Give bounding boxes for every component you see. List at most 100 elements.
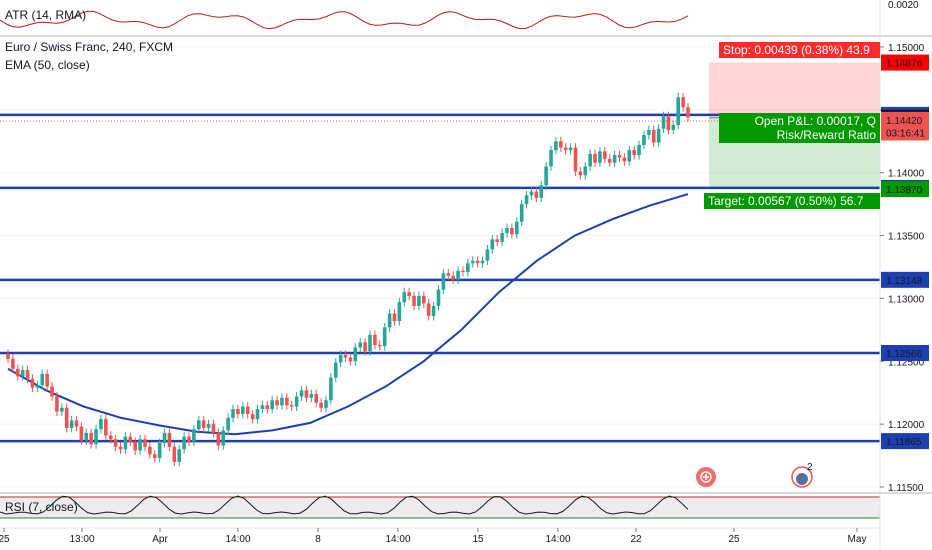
candle-body <box>333 362 338 378</box>
time-tick-label: 14:00 <box>545 534 570 545</box>
candle-body <box>260 405 265 410</box>
candle-body <box>45 373 49 387</box>
candle-body <box>514 221 519 235</box>
candle-body <box>104 419 108 436</box>
candle-body <box>285 397 289 406</box>
candle-body <box>485 249 490 261</box>
candle-body <box>152 454 157 459</box>
candle-body <box>6 353 10 359</box>
price-tick-label: 1.13500 <box>888 232 925 243</box>
candle-body <box>74 420 79 427</box>
candle-body <box>407 292 411 296</box>
candle-body <box>539 185 544 198</box>
candle-body <box>329 377 333 401</box>
candle-body <box>490 239 495 250</box>
time-tick-label: 15 <box>472 534 484 545</box>
candle-body <box>60 407 64 412</box>
candle-body <box>148 446 152 455</box>
candle-body <box>319 402 323 408</box>
stop-label: Stop: 0.00439 (0.38%) 43.9 <box>719 42 880 58</box>
candle-body <box>133 441 137 451</box>
candle-body <box>50 386 54 397</box>
candle-body <box>64 407 69 428</box>
pnl-box: Open P&L: 0.00017, Q Risk/Reward Ratio <box>719 113 880 143</box>
candle-body <box>245 406 250 415</box>
ema-legend: EMA (50, close) <box>5 58 90 72</box>
price-tick-label: 1.15000 <box>888 43 925 54</box>
time-tick-label: May <box>848 534 867 545</box>
time-tick-label: 25 <box>0 534 10 545</box>
candle-body <box>358 342 363 348</box>
candle-body <box>392 313 397 322</box>
rsi-band <box>0 497 880 518</box>
candle-body <box>637 145 641 156</box>
candle-body <box>30 378 35 388</box>
candle-body <box>578 171 583 176</box>
candle-body <box>40 373 45 386</box>
rr-label: Risk/Reward Ratio <box>776 128 876 142</box>
candle-body <box>402 292 407 303</box>
candle-body <box>314 393 319 403</box>
candle-body <box>177 449 182 462</box>
price-badge-label: 1.13148 <box>886 276 923 287</box>
candle-body <box>128 436 133 442</box>
candle-body <box>299 390 304 397</box>
price-tick-label: 1.11500 <box>888 483 924 494</box>
candle-body <box>397 302 402 322</box>
price-labels: 1.148761.144601.144371.1442003:16:411.13… <box>881 54 929 450</box>
atr-title: ATR (14, RMA) <box>5 8 87 22</box>
candle-body <box>363 342 367 352</box>
candle-body <box>89 432 93 445</box>
event-count: 2 <box>807 462 813 473</box>
candle-body <box>612 155 617 163</box>
candle-body <box>603 151 607 159</box>
candle-body <box>583 166 588 176</box>
candle-body <box>348 357 353 362</box>
candle-body <box>25 370 30 379</box>
candle-body <box>236 409 240 415</box>
candle-body <box>480 260 485 264</box>
candle-body <box>99 419 103 430</box>
ema-line <box>7 193 689 436</box>
candle-body <box>84 432 89 441</box>
price-badge <box>881 54 929 71</box>
candle-body <box>309 393 314 398</box>
candle-body <box>55 396 59 412</box>
candle-body <box>373 334 377 345</box>
atr-pane <box>0 0 880 36</box>
candle-body <box>563 147 568 151</box>
event-icon[interactable]: 2 <box>791 462 813 488</box>
price-tick-label: 1.13000 <box>888 294 925 305</box>
candle-body <box>661 116 666 129</box>
price-badge <box>881 111 929 128</box>
candle-body <box>162 432 167 443</box>
price-badge-label: 1.11865 <box>886 437 922 448</box>
candlesticks <box>6 92 690 467</box>
candle-body <box>338 355 343 363</box>
candle-body <box>143 439 147 447</box>
time-tick-label: Apr <box>152 534 168 545</box>
candle-body <box>470 260 475 264</box>
flag-icon[interactable] <box>696 467 716 487</box>
candle-body <box>500 233 504 242</box>
atr-line <box>0 10 689 30</box>
time-tick-label: 14:00 <box>385 534 410 545</box>
main-title: Euro / Swiss Franc, 240, FXCM <box>5 40 174 54</box>
time-tick-label: 8 <box>315 534 321 545</box>
candle-body <box>250 414 255 420</box>
candle-body <box>534 191 539 198</box>
candle-body <box>588 153 592 167</box>
candle-body <box>265 405 270 410</box>
candle-body <box>270 400 274 410</box>
candle-body <box>475 260 480 264</box>
candle-body <box>676 97 681 125</box>
rsi-title: RSI (7, close) <box>5 500 78 514</box>
candle-body <box>422 295 426 304</box>
candle-body <box>627 150 632 162</box>
candle-body <box>382 327 387 347</box>
candle-body <box>510 228 514 235</box>
candle-body <box>196 420 201 430</box>
candle-body <box>138 439 142 451</box>
time-axis[interactable]: 25 13:00 Apr 14:00 8 14:00 15 14:00 22 25 May <box>0 528 866 545</box>
